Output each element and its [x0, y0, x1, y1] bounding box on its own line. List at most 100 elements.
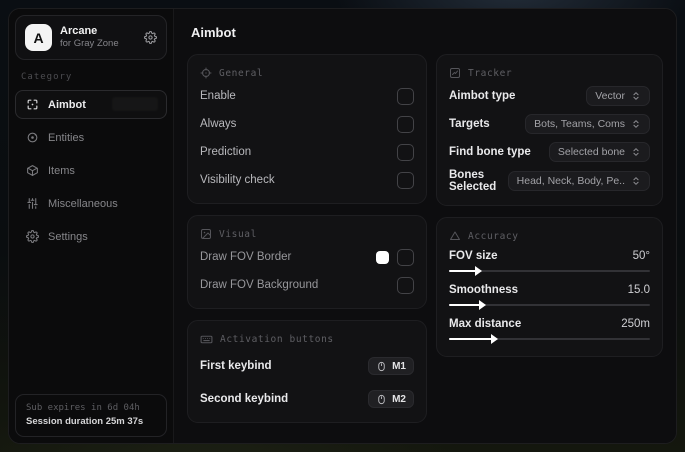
keybind-value: M2 — [392, 393, 406, 405]
visual-card: Visual Draw FOV Border Draw FOV Backgrou… — [187, 215, 427, 309]
enable-checkbox[interactable] — [397, 87, 414, 105]
mouse-icon — [376, 394, 387, 405]
smoothness-row: Smoothness 15.0 — [449, 284, 650, 310]
misc-icon — [26, 197, 39, 210]
slider-thumb[interactable] — [475, 266, 483, 276]
session-duration-text: Session duration 25m 37s — [26, 416, 144, 428]
setting-row: Targets Bots, Teams, Coms — [449, 113, 650, 135]
main-content: Aimbot General Enable — [174, 9, 676, 443]
smoothness-slider[interactable] — [449, 300, 650, 310]
sidebar-item-miscellaneous[interactable]: Miscellaneous — [15, 189, 167, 218]
setting-label: Aimbot type — [449, 90, 516, 102]
setting-row: Find bone type Selected bone — [449, 141, 650, 163]
max-distance-row: Max distance 250m — [449, 318, 650, 344]
setting-label: Always — [200, 118, 237, 130]
left-column: General Enable Always Prediction — [187, 54, 427, 423]
aimbot-type-dropdown[interactable]: Vector — [586, 86, 650, 106]
gear-icon[interactable] — [144, 31, 157, 44]
visibility-check-checkbox[interactable] — [397, 171, 414, 189]
app-title: Arcane — [60, 25, 98, 38]
image-icon — [200, 228, 212, 240]
general-card-header: General — [200, 67, 414, 79]
accuracy-card-header: Accuracy — [449, 230, 650, 242]
crosshair-icon — [200, 67, 212, 79]
prediction-checkbox[interactable] — [397, 143, 414, 161]
activation-card-header: Activation buttons — [200, 333, 414, 346]
setting-row: First keybind M1 — [200, 355, 414, 377]
app-subtitle: for Gray Zone — [60, 38, 119, 50]
sidebar-item-items[interactable]: Items — [15, 156, 167, 185]
dropdown-value: Bots, Teams, Coms — [534, 118, 625, 130]
setting-row: Always — [200, 113, 414, 135]
session-card: Sub expires in 6d 04h Session duration 2… — [15, 394, 167, 437]
setting-label: Second keybind — [200, 393, 289, 405]
fov-size-slider[interactable] — [449, 266, 650, 276]
activation-card: Activation buttons First keybind M1 — [187, 320, 427, 423]
mouse-icon — [376, 361, 387, 372]
max-distance-value: 250m — [621, 318, 650, 330]
fov-size-row: FOV size 50° — [449, 250, 650, 276]
sidebar-item-label: Items — [48, 164, 75, 177]
watermark — [112, 97, 158, 111]
page-title: Aimbot — [191, 25, 236, 40]
setting-label: Visibility check — [200, 174, 275, 186]
max-distance-slider[interactable] — [449, 334, 650, 344]
setting-row: Enable — [200, 85, 414, 107]
setting-row: Visibility check — [200, 169, 414, 191]
general-card: General Enable Always Prediction — [187, 54, 427, 204]
setting-label: Draw FOV Background — [200, 279, 319, 291]
app-identity: Arcane for Gray Zone — [60, 25, 136, 50]
sidebar-item-label: Entities — [48, 131, 85, 144]
visual-card-header: Visual — [200, 228, 414, 240]
gear-icon — [26, 230, 39, 243]
slider-thumb[interactable] — [479, 300, 487, 310]
fov-border-checkbox[interactable] — [397, 248, 414, 266]
fov-border-color-swatch[interactable] — [376, 250, 389, 264]
dropdown-value: Selected bone — [557, 146, 625, 158]
chevron-up-down-icon — [631, 119, 641, 129]
find-bone-type-dropdown[interactable]: Selected bone — [548, 142, 650, 162]
sub-expires-text: Sub expires in 6d 04h — [26, 403, 140, 414]
setting-row: Draw FOV Border — [200, 246, 414, 268]
slider-fill — [449, 338, 494, 340]
slider-thumb[interactable] — [491, 334, 499, 344]
setting-row: Prediction — [200, 141, 414, 163]
smoothness-value: 15.0 — [627, 284, 650, 296]
setting-label: Targets — [449, 118, 490, 130]
second-keybind-button[interactable]: M2 — [368, 390, 414, 408]
setting-label: Prediction — [200, 146, 252, 158]
trend-icon — [449, 67, 461, 79]
sidebar-item-settings[interactable]: Settings — [15, 222, 167, 251]
card-title-label: Visual — [219, 228, 257, 240]
app-window: A Arcane for Gray Zone Category — [8, 8, 677, 444]
setting-label: Draw FOV Border — [200, 251, 292, 263]
dropdown-value: Vector — [595, 90, 625, 102]
fov-background-checkbox[interactable] — [397, 276, 414, 294]
fov-size-value: 50° — [632, 250, 650, 262]
first-keybind-button[interactable]: M1 — [368, 357, 414, 375]
targets-dropdown[interactable]: Bots, Teams, Coms — [525, 114, 650, 134]
setting-label: FOV size — [449, 250, 498, 262]
sidebar-nav: Aimbot Entities — [15, 90, 167, 251]
right-column: Tracker Aimbot type Vector — [436, 54, 663, 357]
setting-label: First keybind — [200, 360, 272, 372]
keyboard-icon — [200, 333, 213, 346]
setting-label: Find bone type — [449, 146, 531, 158]
sidebar-item-label: Settings — [48, 230, 88, 243]
card-title-label: Tracker — [468, 67, 513, 79]
crosshair-icon — [26, 98, 39, 111]
bones-selected-dropdown[interactable]: Head, Neck, Body, Pe.. — [507, 171, 650, 191]
setting-row: Bones Selected Head, Neck, Body, Pe.. — [449, 169, 650, 193]
sidebar-item-aimbot[interactable]: Aimbot — [15, 90, 167, 119]
app-logo: A — [25, 24, 52, 51]
tracker-card: Tracker Aimbot type Vector — [436, 54, 663, 206]
triangle-icon — [449, 230, 461, 242]
setting-label: Max distance — [449, 318, 522, 330]
chevron-up-down-icon — [631, 91, 641, 101]
chevron-up-down-icon — [631, 176, 641, 186]
always-checkbox[interactable] — [397, 115, 414, 133]
setting-label: Smoothness — [449, 284, 519, 296]
slider-fill — [449, 304, 482, 306]
sidebar-item-entities[interactable]: Entities — [15, 123, 167, 152]
box-icon — [26, 164, 39, 177]
